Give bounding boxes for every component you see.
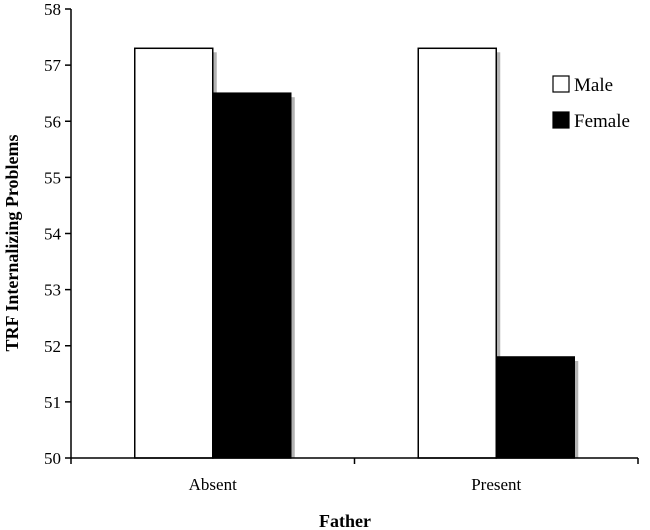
y-axis-ticks: 50 51 52 53 54 55 56 57 58: [44, 0, 71, 468]
legend-swatch-female: [552, 111, 570, 129]
y-tick-label: 51: [44, 393, 61, 412]
legend-swatch-male: [552, 75, 570, 93]
y-tick-label: 55: [44, 168, 61, 187]
y-tick-label: 56: [44, 112, 61, 131]
legend: Male Female: [552, 75, 630, 132]
y-tick-label: 52: [44, 337, 61, 356]
y-tick-label: 58: [44, 0, 61, 19]
x-axis-title: Father: [319, 511, 371, 530]
x-tick-label: Present: [471, 475, 521, 494]
bars: [134, 47, 579, 459]
y-tick-label: 57: [44, 56, 62, 75]
bar-male-present: [417, 47, 497, 459]
x-tick-label: Absent: [189, 475, 237, 494]
legend-label-female: Female: [574, 111, 630, 132]
bar-female-absent: [212, 92, 292, 459]
legend-label-male: Male: [574, 75, 613, 96]
y-axis-title: TRF Internalizing Problems: [2, 135, 22, 352]
y-tick-label: 53: [44, 281, 61, 300]
bar-female-present: [495, 356, 575, 459]
x-axis-ticks: Absent Present: [70, 458, 639, 494]
y-tick-label: 54: [44, 225, 62, 244]
bar-male-absent: [134, 47, 214, 459]
y-tick-label: 50: [44, 449, 61, 468]
